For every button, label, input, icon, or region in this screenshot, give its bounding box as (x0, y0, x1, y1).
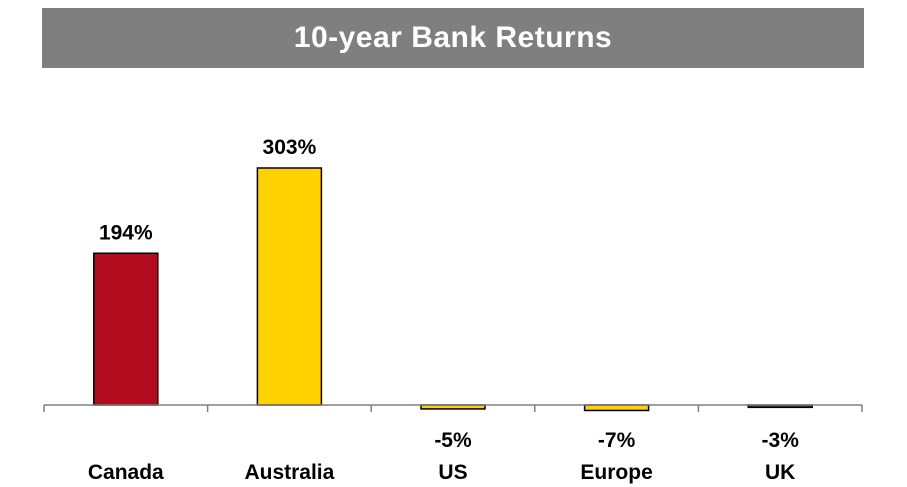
x-axis (43, 404, 863, 412)
category-label-us: US (438, 461, 467, 484)
chart-title: 10-year Bank Returns (293, 21, 613, 54)
value-labels: 194% 303% -5% -7% -3% (99, 136, 799, 452)
category-labels: Canada Australia US Europe UK (88, 461, 796, 484)
bars-group (93, 167, 813, 412)
category-label-uk: UK (765, 461, 795, 484)
category-label-australia: Australia (244, 461, 334, 484)
bar-europe (583, 404, 650, 412)
category-label-europe: Europe (580, 461, 652, 484)
title-banner: 10-year Bank Returns (42, 8, 864, 68)
bar-australia (256, 167, 323, 406)
value-label-canada: 194% (99, 221, 153, 244)
bar-canada (93, 252, 159, 406)
value-label-uk: -3% (762, 429, 800, 452)
category-label-canada: Canada (88, 461, 164, 484)
value-label-europe: -7% (598, 429, 636, 452)
value-label-us: -5% (434, 429, 472, 452)
value-label-australia: 303% (263, 136, 317, 159)
